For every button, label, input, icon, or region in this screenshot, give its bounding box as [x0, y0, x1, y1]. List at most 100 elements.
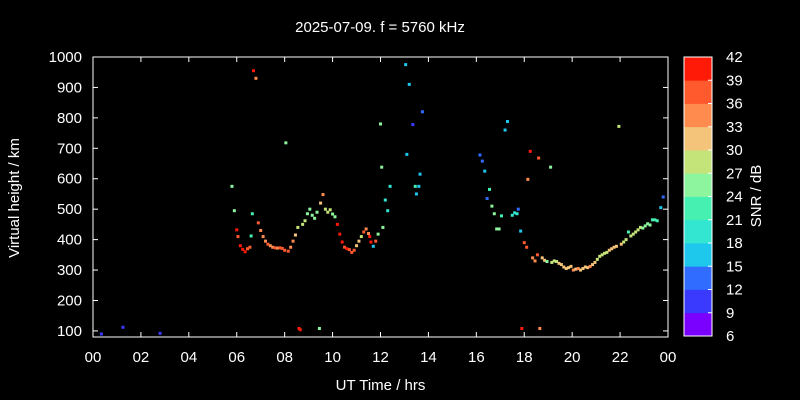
data-point [624, 238, 628, 242]
data-point [243, 250, 247, 254]
x-tick-label: 16 [468, 349, 485, 366]
data-point [317, 326, 321, 330]
data-point [499, 214, 503, 218]
data-point [347, 248, 351, 252]
data-point [235, 228, 239, 232]
colorbar-segment [684, 173, 712, 197]
data-point [503, 128, 507, 132]
x-tick-label: 18 [516, 349, 533, 366]
data-point [293, 233, 297, 237]
data-point [381, 225, 385, 229]
data-point [350, 250, 354, 254]
data-point [284, 141, 288, 145]
data-point [641, 226, 645, 230]
data-point [557, 261, 561, 265]
data-point [264, 239, 267, 243]
colorbar-segment [684, 196, 712, 221]
data-point [483, 169, 487, 173]
data-point [158, 331, 162, 335]
colorbar-tick-label: 39 [726, 72, 743, 89]
x-tick-label: 12 [372, 349, 389, 366]
data-point [289, 245, 293, 249]
data-point [418, 172, 422, 176]
data-point [490, 204, 494, 208]
data-point [238, 244, 242, 248]
data-point [549, 165, 553, 169]
data-point [241, 247, 245, 251]
data-point [545, 260, 549, 264]
data-point [319, 201, 323, 205]
data-point [513, 211, 517, 215]
data-point [522, 241, 526, 245]
data-point [629, 234, 633, 238]
x-axis-label: UT Time / hrs [336, 377, 426, 394]
data-point [559, 263, 563, 267]
data-point [230, 184, 234, 188]
data-points [99, 63, 665, 336]
data-point [519, 229, 523, 233]
y-axis-ticks: 100 200 300 400 500 600 700 800 900 1000 [49, 49, 668, 340]
data-point [634, 230, 638, 234]
data-point [485, 197, 489, 201]
data-point [352, 248, 356, 252]
data-point [379, 122, 382, 126]
data-point [526, 177, 530, 181]
colorbar-segment [684, 219, 712, 244]
data-point [555, 260, 559, 264]
data-point [535, 253, 539, 257]
data-point [643, 224, 647, 228]
data-point [638, 225, 642, 229]
data-point [497, 227, 501, 231]
x-tick-label: 02 [133, 349, 150, 366]
data-point [622, 240, 626, 244]
data-point [603, 251, 607, 255]
data-point [646, 222, 650, 226]
data-point [636, 228, 640, 232]
data-point [516, 207, 520, 211]
y-tick-label: 500 [57, 201, 82, 218]
data-point [583, 265, 587, 269]
data-point [420, 110, 424, 114]
data-point [574, 267, 578, 271]
data-point [232, 209, 236, 213]
data-point [480, 159, 484, 163]
data-point [343, 245, 347, 249]
data-point [411, 123, 415, 127]
data-point [388, 184, 392, 188]
y-tick-label: 1000 [49, 49, 82, 66]
data-point [301, 222, 305, 226]
data-point [275, 246, 279, 250]
data-point [648, 223, 652, 227]
data-point [273, 246, 277, 250]
colorbar-tick-label: 6 [726, 328, 734, 345]
data-point [488, 187, 492, 191]
colorbar-tick-label: 33 [726, 119, 743, 136]
data-point [413, 184, 417, 188]
data-point [595, 257, 599, 261]
data-point [414, 192, 418, 196]
colorbar-segment [684, 150, 712, 174]
x-tick-label: 20 [564, 349, 581, 366]
colorbar-segment [684, 243, 712, 267]
data-point [404, 63, 408, 67]
data-point [333, 215, 337, 219]
data-point [376, 232, 380, 236]
data-point [261, 235, 265, 239]
colorbar-segment [684, 289, 712, 314]
colorbar-segment [684, 103, 712, 128]
x-tick-label: 08 [276, 349, 293, 366]
data-point [528, 149, 532, 153]
data-point [576, 267, 580, 271]
data-point [308, 207, 312, 211]
data-point [492, 212, 496, 216]
y-tick-label: 200 [57, 292, 82, 309]
data-point [305, 212, 309, 216]
data-point [614, 244, 618, 248]
data-point [626, 230, 630, 234]
x-tick-label: 00 [85, 349, 102, 366]
data-point [338, 232, 342, 236]
data-point [280, 246, 284, 250]
data-point [571, 268, 575, 272]
